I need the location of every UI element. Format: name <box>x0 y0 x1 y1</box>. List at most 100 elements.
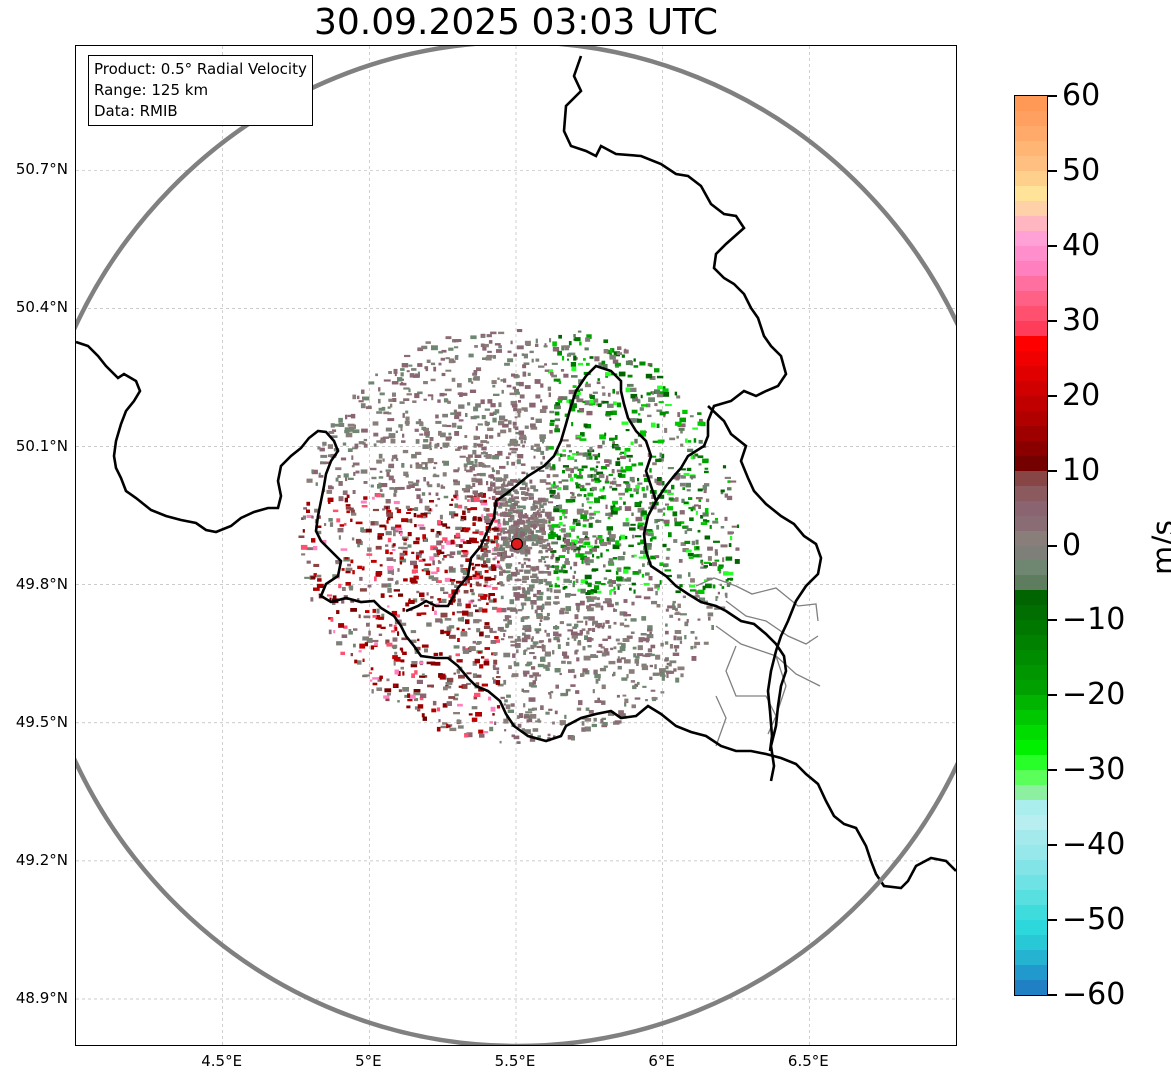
echo-bin <box>576 435 582 438</box>
echo-bin <box>539 640 544 643</box>
echo-bin <box>690 508 693 512</box>
echo-bin <box>602 722 608 726</box>
echo-bin <box>655 654 661 660</box>
echo-bin <box>387 537 392 543</box>
echo-bin <box>605 372 611 377</box>
echo-bin <box>549 422 555 426</box>
echo-bin <box>659 411 666 416</box>
echo-bin <box>579 545 584 548</box>
echo-bin <box>415 488 421 491</box>
echo-bin <box>469 389 477 393</box>
echo-bin <box>666 506 674 511</box>
echo-bin <box>679 482 686 487</box>
echo-bin <box>635 655 640 659</box>
echo-bin <box>425 435 430 438</box>
echo-bin <box>455 544 463 547</box>
echo-bin <box>497 522 502 528</box>
echo-bin <box>528 493 534 496</box>
echo-bin <box>455 339 462 342</box>
echo-bin <box>502 529 505 535</box>
echo-bin <box>473 604 477 607</box>
echo-bin <box>422 467 429 470</box>
echo-bin <box>668 497 674 501</box>
echo-bin <box>548 519 551 524</box>
echo-bin <box>302 529 305 533</box>
echo-bin <box>656 481 663 486</box>
echo-bin <box>725 579 729 582</box>
echo-bin <box>474 658 480 664</box>
echo-bin <box>659 452 662 458</box>
echo-bin <box>539 527 545 531</box>
echo-bin <box>454 490 459 495</box>
echo-bin <box>548 516 555 521</box>
echo-bin <box>562 547 567 552</box>
echo-bin <box>490 403 496 408</box>
echo-bin <box>675 590 681 594</box>
echo-bin <box>493 575 497 579</box>
echo-bin <box>518 381 524 387</box>
echo-bin <box>548 638 552 643</box>
echo-bin <box>353 471 356 476</box>
echo-bin <box>400 426 403 431</box>
echo-bin <box>575 357 578 360</box>
echo-bin <box>660 691 665 694</box>
echo-bin <box>555 684 559 689</box>
echo-bin <box>536 595 543 601</box>
echo-bin <box>480 343 485 348</box>
echo-bin <box>548 708 553 711</box>
echo-bin <box>504 615 510 620</box>
echo-bin <box>370 559 377 563</box>
echo-bin <box>544 601 552 606</box>
echo-bin <box>526 661 533 665</box>
echo-bin <box>523 650 526 655</box>
echo-bin <box>687 440 692 443</box>
echo-bin <box>544 462 551 468</box>
echo-bin <box>396 508 402 514</box>
echo-bin <box>471 477 477 483</box>
echo-bin <box>393 454 398 459</box>
echo-bin <box>372 608 376 613</box>
echo-bin <box>507 709 514 713</box>
echo-bin <box>572 518 578 523</box>
echo-bin <box>475 478 483 483</box>
echo-bin <box>352 429 360 434</box>
colorbar-tick-mark <box>1048 469 1057 472</box>
echo-bin <box>589 446 593 452</box>
echo-bin <box>594 456 598 460</box>
echo-bin <box>473 442 477 448</box>
echo-bin <box>561 479 569 482</box>
echo-bin <box>504 512 511 517</box>
echo-bin <box>511 373 515 377</box>
echo-bin <box>530 685 537 688</box>
echo-bin <box>684 540 691 544</box>
echo-bin <box>455 532 461 537</box>
echo-bin <box>706 577 713 581</box>
echo-bin <box>448 566 454 571</box>
echo-bin <box>687 552 694 557</box>
echo-bin <box>542 538 549 542</box>
echo-bin <box>439 514 443 520</box>
echo-bin <box>536 576 539 580</box>
echo-bin <box>623 599 628 603</box>
echo-bin <box>566 549 570 554</box>
echo-bin <box>451 581 455 586</box>
colorbar-segment <box>1015 170 1047 187</box>
echo-bin <box>559 516 562 521</box>
echo-bin <box>535 466 542 469</box>
echo-bin <box>654 389 661 394</box>
echo-bin <box>661 676 665 681</box>
echo-bin <box>616 457 620 461</box>
echo-bin <box>428 575 434 580</box>
echo-bin <box>689 589 697 592</box>
echo-bin <box>647 587 654 592</box>
echo-bin <box>361 568 365 571</box>
echo-bin <box>494 556 497 560</box>
echo-bin <box>659 670 665 676</box>
echo-bin <box>664 641 669 645</box>
echo-bin <box>532 580 539 584</box>
echo-bin <box>550 588 553 593</box>
echo-bin <box>475 572 480 576</box>
echo-bin <box>558 399 563 403</box>
echo-bin <box>552 721 555 725</box>
echo-bin <box>473 415 480 419</box>
